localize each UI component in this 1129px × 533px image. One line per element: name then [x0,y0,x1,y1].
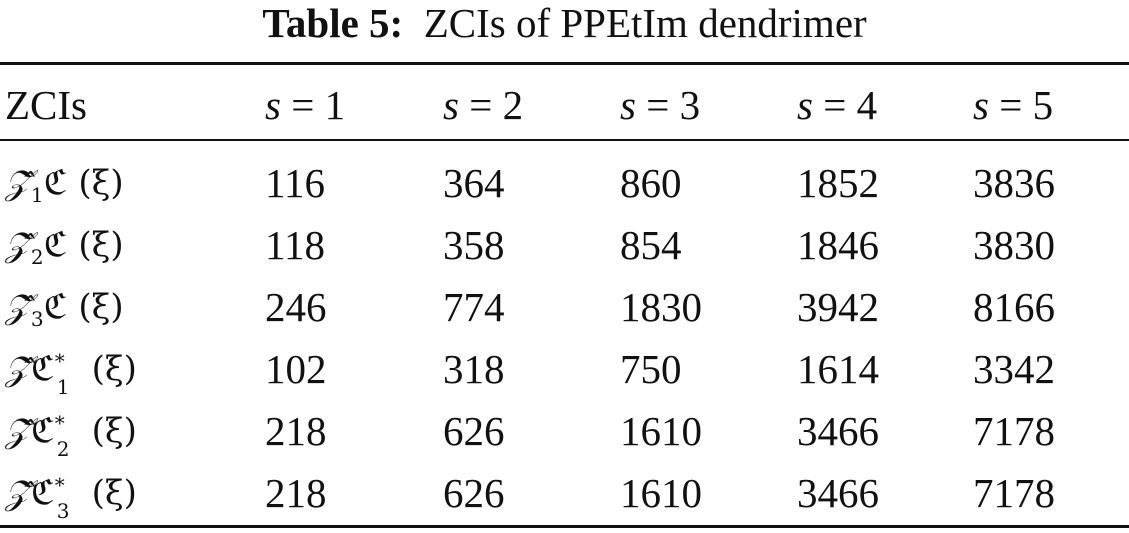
fraktur-c-symbol: ℭ [43,225,68,265]
header-var: s [265,82,281,128]
table-cell: 218 [265,470,327,516]
header-s3: s = 3 [620,74,700,136]
table-cell: 750 [620,346,682,392]
c-subscript: 2 [56,437,70,461]
header-rest: = 4 [812,82,878,128]
z-symbol: 𝒵̂ [5,225,31,265]
table-cell: 7178 [973,408,1055,454]
table-row: 𝒵̂1ℭ (ξ) 116 364 860 1852 3836 [0,152,1129,214]
argument: (ξ) [67,287,124,327]
table-cell: 364 [443,160,505,206]
table-cell: 246 [265,284,327,330]
table-cell: 1846 [797,222,879,268]
table-cell: 1614 [797,346,879,392]
table-cell: 626 [443,408,505,454]
header-var: s [797,82,813,128]
fraktur-c-symbol: ℭ [30,349,55,389]
table-row: 𝒵̂3ℭ (ξ) 246 774 1830 3942 8166 [0,276,1129,338]
argument: (ξ) [80,473,137,513]
fraktur-c-symbol: ℭ [43,287,68,327]
z-symbol: 𝒵̂ [5,287,31,327]
fraktur-c-symbol: ℭ [30,411,55,451]
argument: (ξ) [80,411,137,451]
table-cell: 3830 [973,222,1055,268]
header-rule [0,139,1129,141]
table-cell: 218 [265,408,327,454]
table-cell: 318 [443,346,505,392]
top-rule [0,62,1129,65]
table-cell: 3342 [973,346,1055,392]
z-symbol: 𝒵̂ [5,163,31,203]
table-cell: 1852 [797,160,879,206]
row-label: 𝒵̂1ℭ (ξ) [5,152,124,226]
fraktur-c-symbol: ℭ [43,163,68,203]
table-cell: 8166 [973,284,1055,330]
c-superscript: * [54,411,65,435]
table-cell: 1610 [620,408,702,454]
table-cell: 774 [443,284,505,330]
c-superscript: * [54,473,65,497]
table-row: 𝒵̂ℭ * 1 (ξ) 102 318 750 1614 3342 [0,338,1129,400]
table-cell: 358 [443,222,505,268]
table-row: 𝒵̂ℭ * 2 (ξ) 218 626 1610 3466 7178 [0,400,1129,462]
header-s4: s = 4 [797,74,877,136]
table-cell: 3942 [797,284,879,330]
table-cell: 7178 [973,470,1055,516]
z-symbol: 𝒵̂ [5,349,31,389]
row-label: 𝒵̂2ℭ (ξ) [5,214,124,288]
c-superscript: * [54,349,65,373]
header-var: s [620,82,636,128]
table-cell: 1830 [620,284,702,330]
z-subscript: 2 [30,244,44,269]
table-cell: 626 [443,470,505,516]
table-cell: 1610 [620,470,702,516]
z-subscript: 3 [30,306,44,331]
header-rest: = 5 [988,82,1054,128]
table-cell: 118 [265,222,325,268]
table-cell: 3466 [797,470,879,516]
header-s2: s = 2 [443,74,523,136]
table-row: 𝒵̂ℭ * 3 (ξ) 218 626 1610 3466 7178 [0,462,1129,524]
caption-text: ZCIs of PPEtIm dendrimer [423,0,867,46]
header-zcis: ZCIs [5,82,87,128]
caption-label: Table 5: [262,0,404,46]
header-var: s [443,82,459,128]
z-subscript: 1 [30,182,44,207]
c-subscript: 3 [56,499,70,523]
table-cell: 3836 [973,160,1055,206]
table-cell: 116 [265,160,325,206]
bottom-rule [0,525,1129,528]
row-label: 𝒵̂ℭ * 3 (ξ) [5,462,137,524]
table-cell: 854 [620,222,682,268]
table-caption: Table 5: ZCIs of PPEtIm dendrimer [0,0,1129,46]
c-subscript: 1 [56,375,70,399]
header-rest: = 3 [635,82,701,128]
table-cell: 3466 [797,408,879,454]
row-label: 𝒵̂3ℭ (ξ) [5,276,124,350]
z-symbol: 𝒵̂ [5,473,31,513]
table-cell: 860 [620,160,682,206]
z-symbol: 𝒵̂ [5,411,31,451]
table-cell: 102 [265,346,327,392]
fraktur-c-symbol: ℭ [30,473,55,513]
table-row: 𝒵̂2ℭ (ξ) 118 358 854 1846 3830 [0,214,1129,276]
header-rest: = 1 [280,82,346,128]
argument: (ξ) [67,163,124,203]
argument: (ξ) [80,349,137,389]
row-label: 𝒵̂ℭ * 1 (ξ) [5,338,137,400]
header-s5: s = 5 [973,74,1053,136]
header-var: s [973,82,989,128]
header-row: ZCIs s = 1 s = 2 s = 3 s = 4 s = 5 [0,74,1129,136]
header-rest: = 2 [458,82,524,128]
row-label: 𝒵̂ℭ * 2 (ξ) [5,400,137,462]
argument: (ξ) [67,225,124,265]
header-s1: s = 1 [265,74,345,136]
